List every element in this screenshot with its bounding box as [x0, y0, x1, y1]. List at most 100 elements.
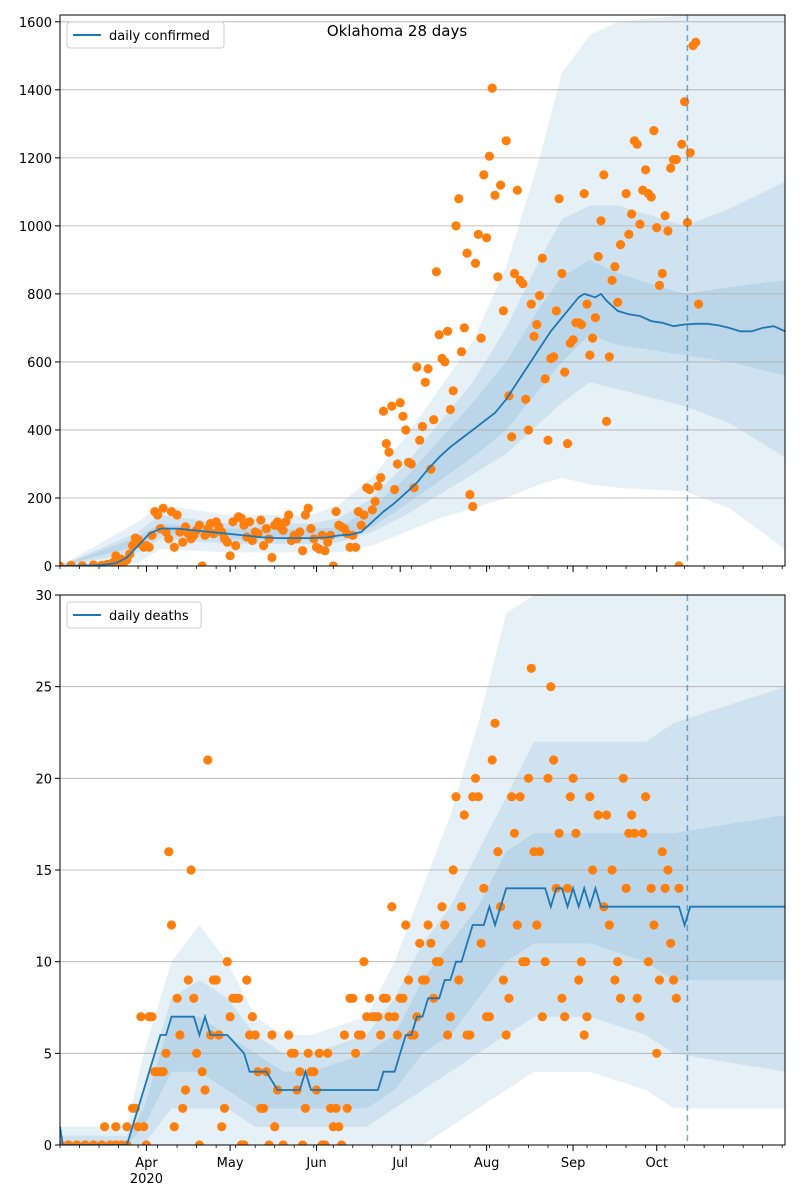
top-chart-panel: 0 200 400 600 800 1000 1200 1400 1600 Oklahoma 2…: [19, 14, 786, 575]
bot-data-point: [445, 1012, 455, 1022]
bot-ytick-label: 30: [35, 589, 52, 604]
bot-data-point: [164, 847, 174, 857]
bot-data-point: [376, 1030, 386, 1040]
top-data-point: [543, 435, 553, 445]
top-band-outer: [60, 15, 785, 566]
bottom-y-axis: 0 5 10 15 20 25 30: [35, 589, 60, 1154]
top-data-point: [406, 459, 416, 469]
bot-data-point: [309, 1067, 319, 1077]
top-data-point: [498, 306, 508, 316]
top-ytick-label: 1000: [19, 220, 52, 235]
bot-data-point: [225, 1012, 235, 1022]
top-data-point: [646, 192, 656, 202]
top-data-point: [376, 473, 386, 483]
top-data-point: [682, 217, 693, 228]
bot-data-point: [607, 865, 617, 875]
bot-data-point: [392, 1030, 402, 1040]
bot-data-point: [549, 755, 559, 765]
bot-data-point: [415, 938, 425, 948]
bot-data-point: [565, 792, 575, 802]
bot-data-point: [387, 902, 397, 912]
bot-data-point: [139, 1122, 149, 1132]
bot-data-point: [649, 920, 659, 930]
top-data-point: [172, 510, 182, 520]
top-data-point: [359, 510, 369, 520]
bot-data-point: [278, 1140, 288, 1145]
top-data-point: [507, 432, 517, 442]
top-data-point: [169, 542, 179, 552]
bot-data-point: [646, 883, 656, 893]
bot-data-point: [334, 1122, 344, 1132]
xtick-label: Aug: [474, 1156, 499, 1171]
bot-data-point: [470, 773, 481, 783]
bot-data-point: [576, 957, 587, 967]
top-data-point: [610, 262, 620, 272]
bot-data-point: [390, 1012, 400, 1022]
top-data-point: [666, 163, 676, 173]
bot-data-point: [638, 828, 648, 838]
bot-data-point: [259, 1103, 269, 1113]
top-data-point: [663, 226, 673, 236]
top-data-point: [298, 546, 308, 556]
bot-data-point: [546, 682, 556, 692]
bot-data-point: [604, 920, 614, 930]
bot-data-point: [526, 663, 536, 673]
top-data-point: [278, 525, 288, 535]
bot-data-point: [197, 1067, 207, 1077]
top-ytick-label: 1200: [19, 152, 52, 167]
bot-data-point: [136, 1012, 146, 1022]
top-y-axis: 0 200 400 600 800 1000 1200 1400 1600: [19, 16, 60, 575]
bot-data-point: [250, 1030, 260, 1040]
bot-data-point: [593, 810, 603, 820]
bot-data-point: [610, 975, 620, 985]
xtick-label: Apr: [135, 1156, 158, 1171]
top-data-point: [624, 229, 634, 239]
bot-data-point: [298, 1140, 308, 1145]
bot-ytick-label: 0: [44, 1139, 52, 1154]
top-data-point: [448, 386, 458, 396]
top-data-point: [153, 510, 163, 520]
bot-data-point: [652, 1048, 662, 1058]
bot-data-point: [543, 773, 553, 783]
top-data-point: [487, 83, 497, 93]
bot-data-point: [571, 828, 581, 838]
chart-title: Oklahoma 28 days: [327, 22, 468, 40]
top-data-point: [470, 258, 481, 268]
bottom-legend-box: [66, 601, 202, 629]
bot-data-point: [401, 920, 411, 930]
top-data-point: [482, 233, 492, 243]
xtick-label: Sep: [561, 1156, 586, 1171]
bot-data-point: [465, 1030, 475, 1040]
bot-data-point: [97, 1140, 107, 1145]
top-data-point: [493, 272, 503, 282]
bottom-scatter-points: [60, 663, 684, 1145]
top-data-point: [671, 155, 681, 165]
top-ytick-label: 600: [27, 356, 52, 371]
bot-data-point: [342, 1103, 352, 1113]
top-data-point: [423, 364, 433, 374]
bot-data-point: [588, 865, 598, 875]
bot-data-point: [180, 1085, 191, 1095]
top-data-point: [197, 561, 207, 566]
bot-data-point: [111, 1122, 121, 1132]
bot-data-point: [643, 957, 654, 967]
bot-ytick-label: 15: [35, 864, 52, 879]
top-data-point: [521, 394, 531, 404]
bot-data-point: [404, 975, 414, 985]
top-data-point: [66, 560, 76, 566]
top-ytick-label: 0: [44, 560, 52, 575]
top-ytick-label: 400: [27, 424, 52, 439]
bot-data-point: [448, 865, 458, 875]
top-data-point: [632, 139, 642, 149]
top-legend-box: [66, 21, 225, 49]
bot-data-point: [484, 1012, 494, 1022]
top-data-point: [412, 362, 422, 372]
top-x-ticks: [59, 566, 783, 572]
top-ytick-label: 1600: [19, 16, 52, 31]
bot-data-point: [426, 938, 436, 948]
bot-data-point: [498, 975, 508, 985]
bot-data-point: [189, 993, 199, 1003]
top-data-point: [295, 527, 305, 537]
bot-data-point: [364, 993, 375, 1003]
bot-data-point: [540, 957, 550, 967]
